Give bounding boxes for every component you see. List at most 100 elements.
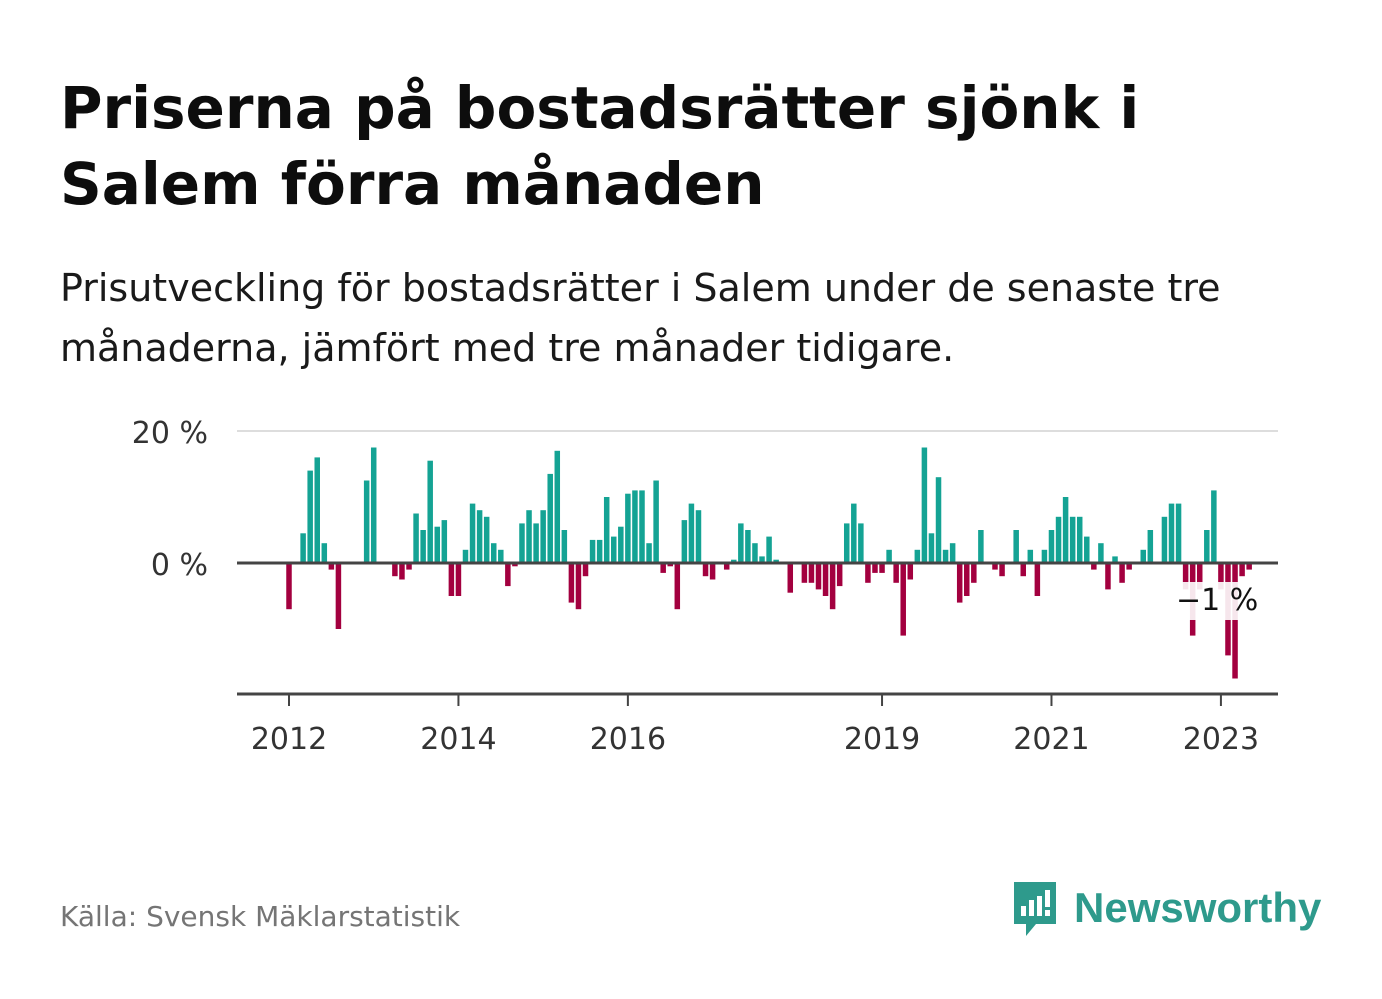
annotation-background (1167, 582, 1272, 620)
bar (1112, 556, 1118, 563)
brand-logo[interactable]: Newsworthy (1010, 878, 1321, 938)
bar (1119, 563, 1125, 583)
bar (992, 563, 998, 570)
bar (879, 563, 885, 573)
chart-subtitle: Prisutveckling för bostadsrätter i Salem… (60, 266, 1221, 370)
bar (596, 539, 603, 563)
bar (512, 563, 518, 567)
bar (505, 563, 511, 587)
bar (568, 563, 575, 603)
bar (1140, 549, 1147, 563)
bar (399, 563, 405, 580)
bar (964, 563, 970, 596)
bar (1013, 530, 1019, 563)
x-tick-label: 2012 (251, 722, 327, 757)
bar (949, 543, 956, 563)
bar (1182, 563, 1189, 590)
chart-title: Priserna på bostadsrätter sjönk i Salem … (60, 74, 1140, 218)
bar (971, 563, 977, 583)
bar (611, 536, 617, 563)
bar (1034, 563, 1041, 596)
y-tick-label: 20 % (132, 416, 208, 451)
bar (307, 470, 313, 563)
bar (1084, 536, 1090, 563)
bar (935, 477, 942, 563)
bar (363, 480, 370, 563)
bar (723, 563, 730, 570)
bar (632, 490, 638, 563)
bars (286, 447, 1252, 679)
bar (1147, 530, 1154, 563)
x-tick-label: 2016 (590, 722, 666, 757)
bar (731, 559, 737, 563)
bar (688, 503, 695, 563)
bar (462, 549, 469, 563)
bar (808, 563, 815, 583)
newsworthy-logo-icon (1014, 882, 1056, 936)
bar (1069, 516, 1076, 563)
bar (618, 526, 624, 563)
bar (561, 530, 568, 563)
bar (829, 563, 836, 610)
x-tick-label: 2021 (1013, 722, 1089, 757)
bar (1076, 516, 1083, 563)
labels: 20 % 0 % 2012 2014 2016 2019 2021 2023 −1 % (132, 416, 1272, 757)
bar (476, 510, 483, 563)
bar (674, 563, 681, 610)
bar (455, 563, 462, 596)
bar (822, 563, 829, 596)
bar (815, 563, 822, 590)
bar (1246, 563, 1252, 570)
bar (978, 530, 984, 563)
bar (589, 539, 596, 563)
bar (1196, 563, 1203, 590)
bar (766, 536, 772, 563)
bar (1239, 563, 1245, 577)
bar (328, 563, 335, 570)
bar (533, 523, 539, 563)
bar (575, 563, 582, 610)
bar (928, 533, 935, 563)
bar (942, 549, 949, 563)
bar (759, 556, 765, 563)
bar (448, 563, 455, 596)
bar (1020, 563, 1026, 577)
bar (801, 563, 808, 583)
bar (625, 493, 631, 563)
bar (695, 510, 702, 563)
bar (999, 563, 1005, 577)
bar (314, 457, 320, 563)
bar (406, 563, 412, 570)
bar (702, 563, 709, 577)
bar (660, 563, 666, 573)
bar (498, 549, 504, 563)
annotation-label: −1 % (1176, 583, 1258, 618)
axes (237, 561, 1278, 706)
bar (865, 563, 871, 583)
bar (519, 523, 525, 563)
bar (1175, 503, 1182, 563)
bar (836, 563, 843, 587)
bar (851, 503, 857, 563)
bar (858, 523, 864, 563)
bar (1232, 563, 1238, 679)
bar (773, 559, 779, 563)
bar (1168, 503, 1175, 563)
bar (681, 520, 688, 563)
bar (321, 543, 328, 563)
bar (1027, 549, 1034, 563)
bar (1126, 563, 1132, 570)
bar (745, 530, 751, 563)
bar (441, 520, 448, 563)
bar (603, 497, 610, 563)
bar (1048, 530, 1055, 563)
bar (886, 549, 892, 563)
bar (907, 563, 914, 580)
bar-chart: 20 % 0 % 2012 2014 2016 2019 2021 2023 −1 % (132, 416, 1278, 757)
bar (1091, 563, 1097, 570)
bar (843, 523, 850, 563)
bar (738, 523, 744, 563)
bar (667, 563, 673, 567)
bar (914, 549, 921, 563)
bar (1105, 563, 1111, 590)
